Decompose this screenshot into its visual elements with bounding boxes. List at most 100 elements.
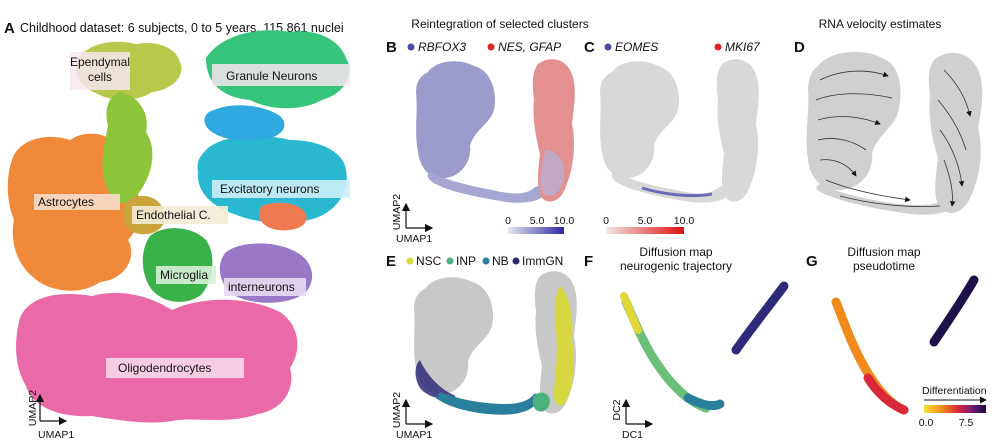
panel-c-gene2-dot (714, 43, 722, 51)
panel-e-legend: NSC INP NB ImmGN (406, 254, 563, 268)
panel-f-letter: F (584, 253, 593, 270)
panel-a-axes: UMAP2 UMAP1 (27, 390, 74, 441)
endothelial-label-box (132, 206, 228, 224)
panel-g-late-branch (929, 275, 979, 347)
astrocytes-label-box (34, 194, 120, 210)
granule-label-box (212, 64, 350, 86)
label-endothelial: Endothelial C. (136, 208, 211, 222)
panel-f-nsc-branch (620, 292, 642, 334)
panel-b-umap (416, 59, 575, 203)
panel-b-scale-tick-2: 10.0 (554, 215, 575, 227)
ependymal-label-box (70, 52, 130, 90)
panel-a: A Childhood dataset: 6 subjects, 0 to 5 … (4, 20, 350, 441)
label-excitatory: Excitatory neurons (220, 182, 319, 196)
panel-c-eomes-cells (641, 186, 713, 198)
panel-e-inp-region (532, 392, 550, 412)
header-reintegration: Reintegration of selected clusters (411, 17, 588, 31)
panel-b-letter: B (386, 39, 397, 56)
panel-f-xaxis: DC1 (622, 429, 643, 441)
panel-c-umap (600, 59, 759, 203)
legend-inp-label: INP (456, 254, 476, 268)
legend-nsc-dot (406, 257, 414, 265)
panel-g-early-branch (831, 297, 909, 415)
panel-c-left-lobe (600, 61, 680, 179)
panel-e-axes: UMAP2 UMAP1 (391, 392, 434, 441)
label-microglia: Microglia (160, 268, 208, 282)
panel-e: E NSC INP NB ImmGN UMAP2 UMAP1 (386, 253, 577, 441)
panel-f: F Diffusion map neurogenic trajectory DC… (584, 245, 789, 441)
panel-b: B RBFOX3 NES, GFAP UMAP2 UMAP1 0 5.0 10.… (386, 39, 575, 245)
panel-e-letter: E (386, 253, 396, 270)
panel-f-inp-branch (621, 297, 711, 413)
legend-immgn-dot (512, 257, 520, 265)
label-interneurons: interneurons (228, 280, 295, 294)
panel-g-scale-bar (924, 405, 986, 413)
cluster-oligodendrocytes (16, 292, 298, 423)
panel-c-right-lobe (716, 59, 759, 202)
panel-b-right-lobe-base (540, 150, 565, 196)
panel-f-immgn-branch (731, 281, 789, 355)
panel-g-title-2: pseudotime (853, 259, 915, 273)
panel-b-xaxis: UMAP1 (396, 233, 432, 245)
panel-e-left-lobe (414, 277, 494, 395)
panel-d: RNA velocity estimates D (794, 17, 983, 215)
panel-b-gene2-dot (487, 43, 495, 51)
legend-nb-label: NB (492, 254, 509, 268)
panel-b-colorscale: 0 5.0 10.0 (505, 215, 574, 234)
panel-g-letter: G (806, 253, 818, 270)
panel-f-nb-cluster (683, 393, 725, 411)
panel-b-gene1-dot (407, 43, 415, 51)
panel-b-scale-tick-0: 0 (505, 215, 511, 227)
panel-g-title-1: Diffusion map (847, 245, 920, 259)
panel-f-title-2: neurogenic trajectory (620, 259, 732, 273)
panel-d-right-lobe (928, 52, 983, 213)
panel-f-yaxis: DC2 (611, 399, 623, 420)
panel-b-left-lobe (416, 61, 496, 179)
label-ependymal-1: Ependymal (70, 55, 130, 69)
legend-nsc-label: NSC (416, 254, 442, 268)
legend-nb-dot (482, 257, 490, 265)
panel-d-letter: D (794, 39, 805, 56)
panel-g-legend-title: Differentiation (922, 385, 987, 397)
panel-g: G Diffusion map pseudotime Differentiati… (806, 245, 987, 429)
interneurons-label-box (224, 278, 306, 296)
panel-e-nb-tail (436, 392, 539, 415)
panel-c-gene1-dot (604, 43, 612, 51)
panel-b-yaxis: UMAP2 (391, 194, 403, 230)
legend-inp-dot (446, 257, 454, 265)
label-ependymal-2: cells (88, 70, 112, 84)
panel-b-axes: UMAP2 UMAP1 (391, 194, 434, 245)
panel-a-xaxis: UMAP1 (38, 429, 74, 441)
label-astrocytes: Astrocytes (38, 195, 94, 209)
label-granule: Granule Neurons (226, 69, 317, 83)
panel-d-velocity (806, 51, 983, 215)
panel-e-immgn-region (415, 360, 456, 399)
panel-b-scale-blue (508, 227, 564, 234)
panel-b-tail (427, 172, 546, 203)
panel-e-xaxis: UMAP1 (396, 429, 432, 441)
panel-d-streamlines (815, 69, 972, 207)
panel-c-scale-tick-2: 10.0 (674, 215, 695, 227)
cluster-microglia (142, 228, 213, 302)
panel-c-gene2: MKI67 (725, 40, 761, 54)
panel-f-scatter (620, 281, 789, 413)
cluster-green-middle (102, 92, 153, 204)
panel-c-scale-tick-0: 0 (603, 215, 609, 227)
panel-c-scale-tick-1: 5.0 (638, 215, 653, 227)
panel-f-axes: DC2 DC1 (611, 398, 654, 441)
panel-g-scale-tick-1: 7.5 (959, 417, 974, 429)
cluster-excitatory-extra (204, 105, 285, 141)
excitatory-label-box (212, 180, 350, 198)
panel-f-title-1: Diffusion map (639, 245, 712, 259)
panel-b-gene1: RBFOX3 (418, 40, 466, 54)
panel-g-scale-tick-0: 0.0 (919, 417, 934, 429)
panel-d-left-lobe (806, 51, 901, 191)
panel-g-scatter (831, 275, 979, 415)
panel-b-scale-tick-1: 5.0 (530, 215, 545, 227)
panel-a-yaxis: UMAP2 (27, 390, 39, 426)
panel-a-letter: A (4, 20, 15, 37)
oligodendrocytes-label-box (106, 358, 244, 378)
panel-g-colorscale: Differentiation 0.0 7.5 (919, 385, 987, 429)
